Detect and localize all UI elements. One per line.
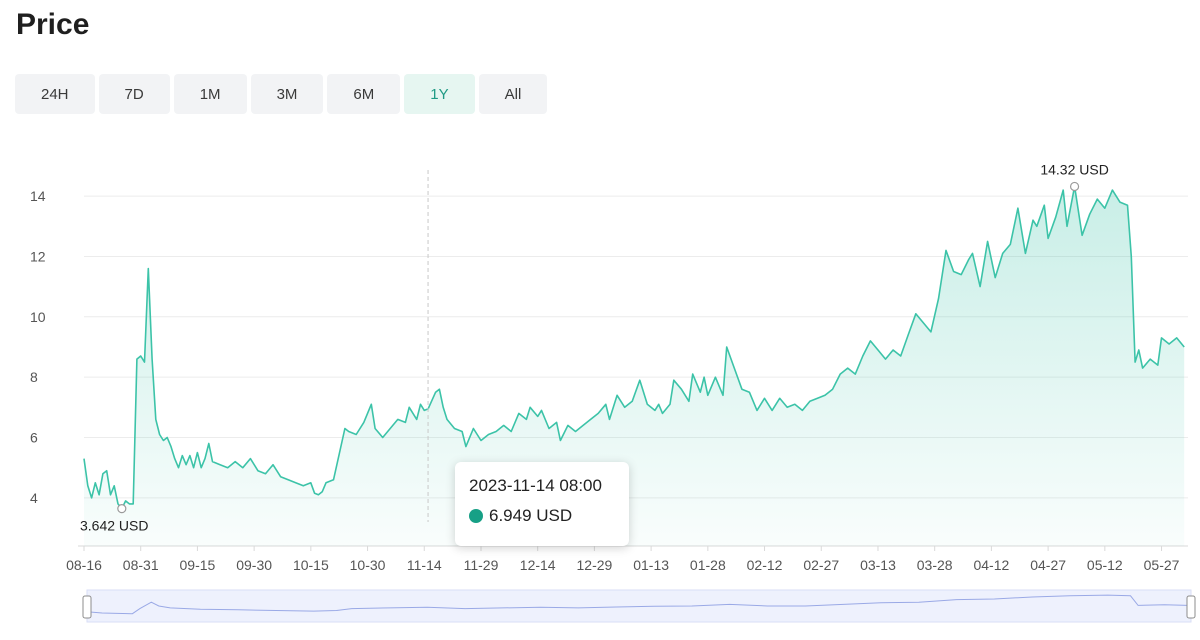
x-axis: 08-16 08-31 09-15 09-30 10-15 10-30 11-14 11-29… xyxy=(66,546,1180,573)
range-tab-7d[interactable]: 7D xyxy=(98,74,170,114)
price-line xyxy=(83,185,1185,510)
x-tick-label: 04-27 xyxy=(1030,557,1066,573)
x-tick-label: 11-14 xyxy=(407,557,442,573)
range-tab-3m[interactable]: 3M xyxy=(250,74,324,114)
min-point-marker xyxy=(117,504,127,514)
y-tick-label: 10 xyxy=(30,309,46,325)
y-tick-label: 14 xyxy=(30,188,46,204)
x-tick-label: 08-16 xyxy=(66,557,102,573)
range-navigator[interactable] xyxy=(82,589,1196,623)
navigator-line xyxy=(86,594,1188,615)
max-point-marker xyxy=(1069,181,1080,192)
tooltip-time: 2023-11-14 08:00 xyxy=(469,476,602,495)
navigator-handle-left[interactable] xyxy=(82,595,92,619)
y-tick-label: 6 xyxy=(30,430,38,446)
y-tick-label: 4 xyxy=(30,490,38,506)
page-title: Price xyxy=(16,8,90,41)
x-tick-label: 02-27 xyxy=(803,557,839,573)
y-tick-label: 12 xyxy=(30,248,46,264)
max-price-label: 14.32 USD xyxy=(1040,161,1108,177)
x-tick-label: 03-13 xyxy=(860,557,896,573)
price-chart[interactable]: 4 6 8 10 12 14 08-16 08-31 09-15 09-30 10-15 10-30… xyxy=(0,128,1200,640)
x-tick-label: 09-15 xyxy=(180,557,216,573)
range-tab-all[interactable]: All xyxy=(478,74,548,114)
x-tick-label: 01-13 xyxy=(633,557,669,573)
price-tooltip: 2023-11-14 08:00 6.949 USD xyxy=(455,462,629,546)
series-dot-icon xyxy=(469,509,483,523)
x-tick-label: 05-27 xyxy=(1144,557,1180,573)
x-tick-label: 08-31 xyxy=(123,557,159,573)
x-tick-label: 11-29 xyxy=(464,557,499,573)
tooltip-value: 6.949 USD xyxy=(489,506,573,525)
range-tabs: 24H 7D 1M 3M 6M 1Y All xyxy=(15,74,548,114)
x-tick-label: 10-15 xyxy=(293,557,329,573)
x-tick-label: 12-29 xyxy=(577,557,613,573)
price-area-fill xyxy=(84,186,1185,546)
y-axis: 4 6 8 10 12 14 xyxy=(30,188,46,506)
x-tick-label: 05-12 xyxy=(1087,557,1123,573)
x-tick-label: 10-30 xyxy=(350,557,386,573)
range-tab-6m[interactable]: 6M xyxy=(327,74,401,114)
range-tab-1y[interactable]: 1Y xyxy=(404,74,475,114)
x-tick-label: 01-28 xyxy=(690,557,726,573)
range-tab-24h[interactable]: 24H xyxy=(15,74,95,114)
x-tick-label: 03-28 xyxy=(917,557,953,573)
x-tick-label: 12-14 xyxy=(520,557,556,573)
tooltip-value-row: 6.949 USD xyxy=(469,506,615,526)
min-price-label: 3.642 USD xyxy=(80,518,148,534)
range-tab-1m[interactable]: 1M xyxy=(173,74,247,114)
navigator-handle-right[interactable] xyxy=(1186,595,1196,619)
navigator-background xyxy=(86,589,1192,623)
x-tick-label: 04-12 xyxy=(973,557,1009,573)
y-tick-label: 8 xyxy=(30,369,38,385)
x-tick-label: 09-30 xyxy=(236,557,272,573)
x-tick-label: 02-12 xyxy=(747,557,783,573)
